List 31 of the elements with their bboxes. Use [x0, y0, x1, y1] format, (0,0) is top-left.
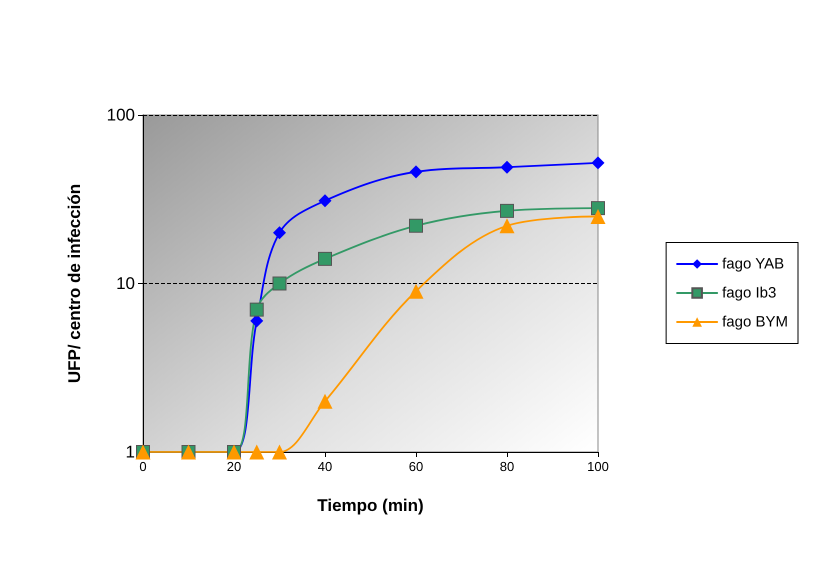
point	[272, 444, 287, 460]
point	[318, 194, 332, 208]
point	[409, 218, 423, 233]
point	[318, 252, 332, 266]
x-tick-label: 60	[408, 459, 424, 474]
x-tick-label: 0	[139, 459, 147, 474]
legend-label: fago BYM	[722, 314, 788, 330]
y-axis-title: UFP/ centro de infección	[65, 184, 84, 384]
point	[592, 156, 604, 170]
legend-label: fago YAB	[722, 256, 784, 272]
point	[272, 276, 286, 290]
point	[591, 201, 605, 216]
point	[250, 302, 264, 317]
x-tick-label: 40	[318, 459, 332, 474]
point	[590, 208, 606, 224]
y-tick-label: 1	[126, 442, 135, 462]
point	[500, 218, 514, 234]
point	[273, 226, 286, 240]
point	[500, 204, 514, 218]
x-tick-label: 80	[500, 459, 514, 474]
point	[500, 160, 514, 174]
point	[410, 165, 422, 178]
point	[408, 284, 424, 299]
y-tick-label: 100	[106, 106, 135, 124]
y-tick-label: 10	[116, 274, 135, 293]
point	[318, 394, 332, 409]
x-axis-title: Tiempo (min)	[317, 496, 424, 515]
point	[249, 444, 264, 460]
x-tick-label: 20	[226, 459, 242, 474]
x-tick-label: 100	[587, 459, 609, 474]
legend-label: fago Ib3	[722, 284, 776, 302]
